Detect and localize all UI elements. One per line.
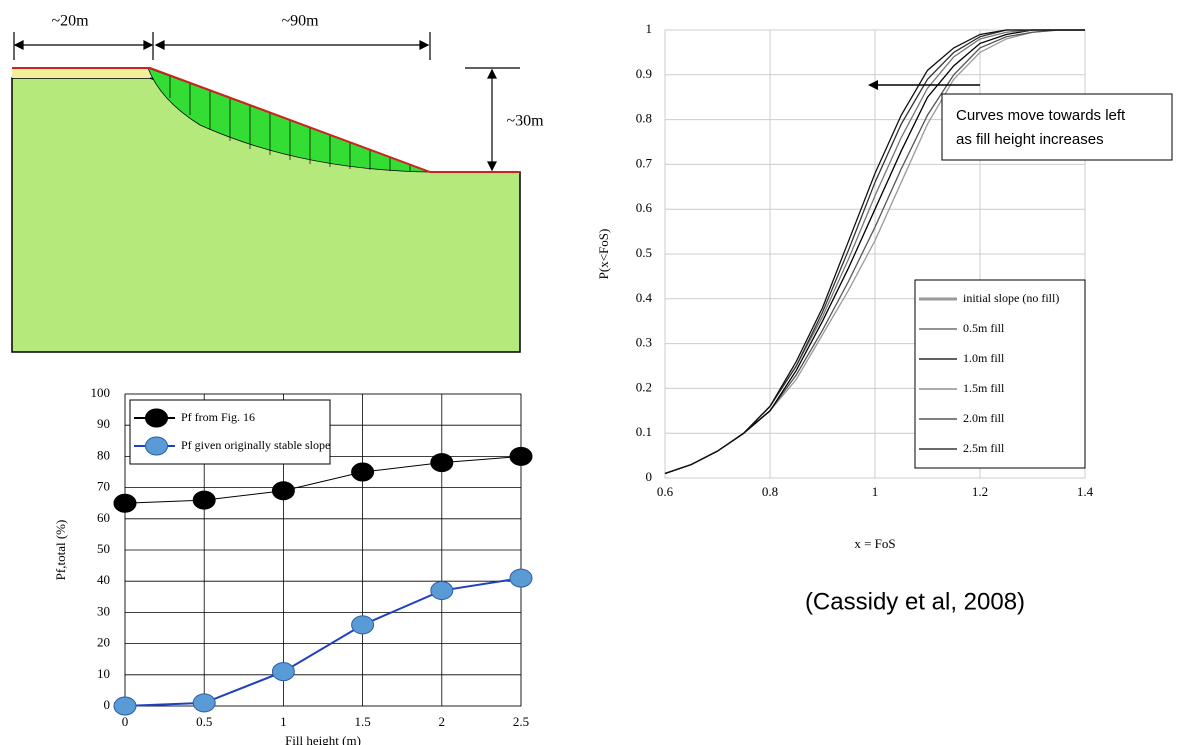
x-axis-label: x = FoS (854, 536, 895, 551)
surface-line (12, 67, 520, 173)
legend-label: 1.0m fill (963, 351, 1005, 365)
data-point (271, 662, 295, 682)
y-tick-label: 20 (97, 635, 110, 650)
x-tick-label: 1.4 (1077, 484, 1094, 499)
y-tick-label: 0.5 (636, 245, 652, 260)
y-tick-label: 0.6 (636, 200, 653, 215)
annotation-arrowhead (868, 80, 878, 90)
slope-diagram: ~20m ~90m ~30m (11, 13, 544, 353)
y-tick-label: 0.4 (636, 290, 653, 305)
data-point (351, 462, 375, 482)
caption: (Cassidy et al, 2008) (805, 588, 1025, 615)
legend-box (914, 279, 1086, 469)
dimension-label: ~20m (51, 13, 89, 30)
dimension-lines (13, 32, 520, 172)
data-point (430, 453, 454, 473)
y-tick-label: 0.1 (636, 424, 652, 439)
y-tick-label: 30 (97, 603, 110, 618)
x-tick-label: 1.5 (354, 714, 370, 729)
data-point (192, 490, 216, 510)
y-tick-label: 60 (97, 510, 110, 525)
series-line (124, 455, 522, 504)
legend-label: initial slope (no fill) (963, 291, 1059, 305)
y-tick-label: 50 (97, 541, 110, 556)
y-tick-label: 0 (646, 469, 653, 484)
y-tick-label: 80 (97, 447, 110, 462)
x-tick-label: 0.5 (196, 714, 212, 729)
y-axis-label: P(x<FoS) (596, 229, 611, 280)
series-line (124, 577, 522, 707)
data-point (430, 581, 454, 601)
data-point (113, 696, 137, 716)
legend-label: 0.5m fill (963, 321, 1005, 335)
x-tick-label: 1.2 (972, 484, 988, 499)
data-point (113, 493, 137, 513)
y-tick-label: 70 (97, 479, 110, 494)
legend-label: Pf given originally stable slope (181, 438, 330, 452)
y-tick-label: 1 (646, 21, 653, 36)
dimension-label: ~90m (281, 13, 319, 30)
x-axis-label: Fill height (m) (285, 733, 361, 745)
legend-marker (145, 436, 168, 456)
data-point (509, 568, 533, 588)
slices (169, 76, 411, 172)
x-tick-label: 0.6 (657, 484, 674, 499)
y-tick-label: 90 (97, 416, 110, 431)
x-tick-label: 2.5 (513, 714, 529, 729)
legend-label: 2.0m fill (963, 411, 1005, 425)
legend-label: Pf from Fig. 16 (181, 410, 255, 424)
x-tick-label: 1 (280, 714, 287, 729)
y-tick-label: 0.9 (636, 66, 652, 81)
data-point (351, 615, 375, 635)
annotation: Curves move towards left (956, 107, 1126, 124)
y-tick-label: 100 (91, 385, 111, 400)
x-tick-label: 0.8 (762, 484, 778, 499)
x-tick-label: 1 (872, 484, 879, 499)
fill-layer (12, 68, 150, 78)
y-tick-label: 10 (97, 666, 110, 681)
y-tick-label: 0.7 (636, 155, 653, 170)
data-point (509, 446, 533, 466)
legend-marker (145, 408, 168, 428)
y-tick-label: 0.8 (636, 111, 652, 126)
series-line (664, 29, 1085, 475)
annotation-box (941, 93, 1173, 161)
data-point (192, 693, 216, 713)
y-tick-label: 0.3 (636, 335, 652, 350)
y-tick-label: 0.2 (636, 379, 652, 394)
legend-label: 1.5m fill (963, 381, 1005, 395)
y-tick-label: 0 (104, 697, 111, 712)
x-tick-label: 2 (439, 714, 446, 729)
data-point (271, 481, 295, 501)
legend-label: 2.5m fill (963, 441, 1005, 455)
x-tick-label: 0 (122, 714, 129, 729)
annotation: as fill height increases (956, 131, 1104, 148)
dimension-label: ~30m (506, 113, 544, 130)
y-axis-label: Pf,total (%) (53, 520, 68, 581)
y-tick-label: 40 (97, 572, 110, 587)
